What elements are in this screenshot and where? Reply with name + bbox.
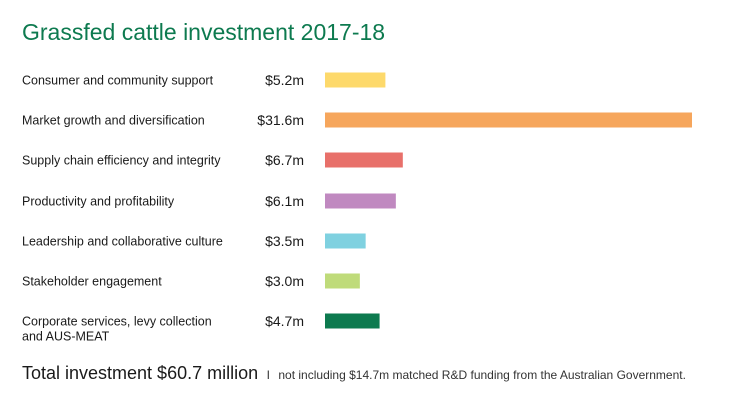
category-label: Corporate services, levy collection and A… bbox=[22, 315, 212, 344]
bar bbox=[325, 193, 396, 209]
value-label: $3.5m bbox=[265, 233, 304, 249]
category-label-line: Consumer and community support bbox=[22, 74, 214, 88]
category-label: Leadership and collaborative culture bbox=[22, 235, 223, 249]
separator: I bbox=[266, 368, 270, 382]
category-label-line: and AUS-MEAT bbox=[22, 330, 110, 344]
category-label-line: Corporate services, levy collection bbox=[22, 315, 212, 329]
bar bbox=[325, 273, 360, 289]
bar bbox=[325, 152, 403, 168]
category-label: Stakeholder engagement bbox=[22, 275, 162, 289]
chart-footer: Total investment $60.7 million I not inc… bbox=[22, 363, 686, 384]
total-investment: Total investment $60.7 million bbox=[22, 363, 259, 383]
bar bbox=[325, 233, 366, 249]
bar bbox=[325, 313, 380, 329]
bar bbox=[325, 112, 692, 128]
value-label: $4.7m bbox=[265, 313, 304, 329]
category-label: Market growth and diversification bbox=[22, 114, 205, 128]
value-label: $6.7m bbox=[265, 152, 304, 168]
category-label-line: Market growth and diversification bbox=[22, 114, 205, 128]
category-label-line: Productivity and profitability bbox=[22, 195, 175, 209]
chart-title: Grassfed cattle investment 2017-18 bbox=[22, 19, 386, 45]
bar bbox=[325, 72, 386, 88]
category-label-line: Supply chain efficiency and integrity bbox=[22, 154, 221, 168]
footnote: not including $14.7m matched R&D funding… bbox=[278, 368, 686, 382]
category-label: Consumer and community support bbox=[22, 74, 214, 88]
value-label: $3.0m bbox=[265, 273, 304, 289]
category-label-line: Stakeholder engagement bbox=[22, 275, 162, 289]
category-label: Productivity and profitability bbox=[22, 195, 175, 209]
category-label: Supply chain efficiency and integrity bbox=[22, 154, 221, 168]
value-label: $6.1m bbox=[265, 193, 304, 209]
category-label-line: Leadership and collaborative culture bbox=[22, 235, 223, 249]
value-label: $31.6m bbox=[257, 112, 304, 128]
value-label: $5.2m bbox=[265, 72, 304, 88]
